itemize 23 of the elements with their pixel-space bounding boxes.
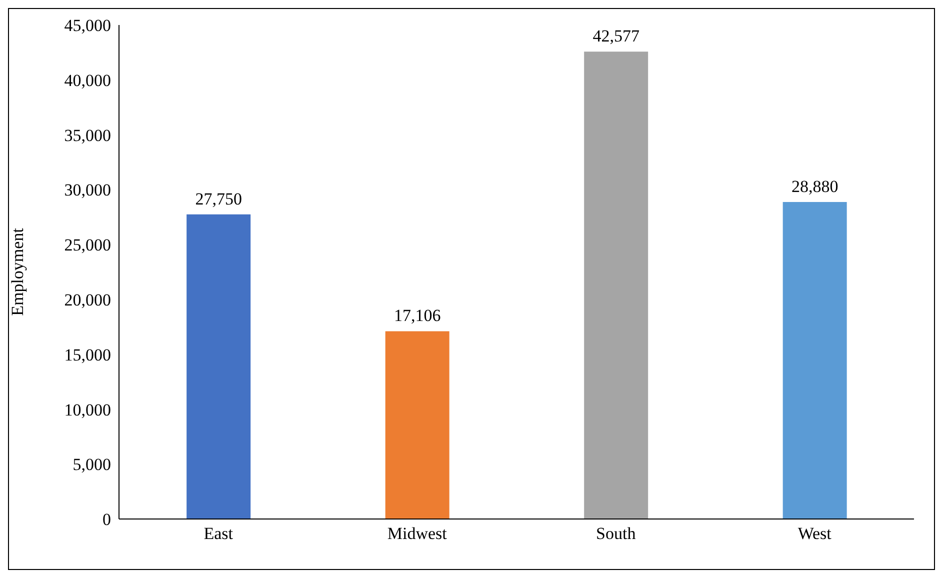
data-label: 28,880	[791, 176, 838, 196]
bar	[385, 331, 450, 519]
y-tick-label: 40,000	[64, 70, 111, 90]
bar	[584, 52, 648, 519]
data-label: 27,750	[195, 189, 242, 208]
y-tick-label: 30,000	[64, 180, 111, 200]
data-label: 42,577	[592, 26, 640, 46]
y-tick-label: 20,000	[64, 290, 111, 310]
data-label: 17,106	[394, 306, 441, 326]
y-tick-label: 45,000	[64, 16, 111, 36]
y-tick-label: 10,000	[64, 400, 111, 420]
x-tick-label: East	[204, 524, 234, 544]
y-tick-label: 0	[102, 510, 111, 530]
y-tick-label: 5,000	[72, 455, 111, 474]
x-tick-label: South	[596, 524, 636, 544]
y-tick-label: 25,000	[64, 236, 111, 255]
bar	[186, 214, 251, 519]
x-tick-label: Midwest	[387, 524, 448, 544]
y-tick-label: 15,000	[64, 345, 111, 364]
y-tick-label: 35,000	[64, 126, 111, 145]
bar	[782, 202, 847, 519]
y-axis-title: Employment	[8, 228, 28, 316]
x-tick-label: West	[798, 524, 832, 544]
